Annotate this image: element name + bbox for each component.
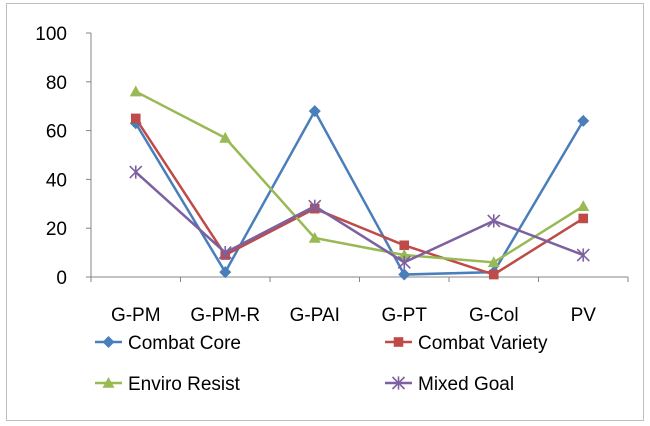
y-tick-label: 0 [56, 268, 67, 289]
axes: 0 20 40 60 80 100 G-PM G-PM-R G-PAI G-PT G-Col PV [35, 24, 629, 326]
data-point [130, 113, 141, 124]
legend-item: Combat Variety [385, 333, 548, 354]
legend-label: Combat Variety [418, 333, 548, 354]
data-point [308, 231, 321, 243]
series-mixed-goal [129, 165, 590, 269]
x-tick-label: G-PT [382, 305, 428, 326]
legend-item: Enviro Resist [95, 374, 241, 395]
y-tick-label: 40 [46, 170, 67, 191]
y-tick-label: 100 [35, 24, 67, 45]
data-point [393, 337, 404, 347]
data-point [577, 114, 590, 127]
data-point [577, 200, 590, 212]
y-tick-label: 80 [46, 73, 67, 94]
series-enviro-resist [129, 85, 590, 268]
data-point [219, 266, 232, 279]
data-point [398, 249, 411, 260]
series-line [135, 90, 584, 264]
x-tick-label: G-PM-R [190, 305, 260, 326]
legend-item: Combat Core [95, 333, 241, 354]
series-combat-core [129, 105, 590, 281]
series-line [134, 108, 585, 276]
data-point [487, 256, 500, 268]
x-tick-label: G-PAI [290, 305, 340, 326]
data-point [398, 268, 411, 281]
series-line [134, 117, 584, 276]
data-point [308, 199, 322, 213]
x-tick-label: G-PM [111, 305, 161, 326]
legend-label: Mixed Goal [418, 374, 514, 395]
data-point [102, 377, 115, 388]
series-line [134, 171, 584, 264]
x-tick-label: G-Col [469, 305, 519, 326]
data-point [129, 85, 142, 97]
data-point [488, 269, 499, 280]
legend-label: Enviro Resist [128, 374, 241, 395]
series-layer [129, 85, 590, 281]
legend-item: Mixed Goal [385, 374, 514, 395]
data-point [102, 336, 115, 348]
y-tick-label: 60 [46, 122, 67, 143]
data-point [399, 240, 410, 251]
data-point [397, 255, 411, 269]
data-point [219, 131, 232, 143]
data-point [391, 376, 406, 390]
y-tick-label: 20 [46, 219, 67, 240]
series-combat-variety [130, 113, 589, 280]
legend-label: Combat Core [128, 333, 241, 354]
data-point [218, 246, 232, 260]
data-point [487, 214, 501, 228]
x-tick-label: PV [571, 305, 597, 326]
data-point [308, 105, 321, 118]
data-point [578, 213, 589, 224]
data-point [129, 165, 143, 179]
legend: Combat Core Combat Variety Enviro Resist Mi… [95, 333, 548, 395]
data-point [576, 248, 590, 262]
